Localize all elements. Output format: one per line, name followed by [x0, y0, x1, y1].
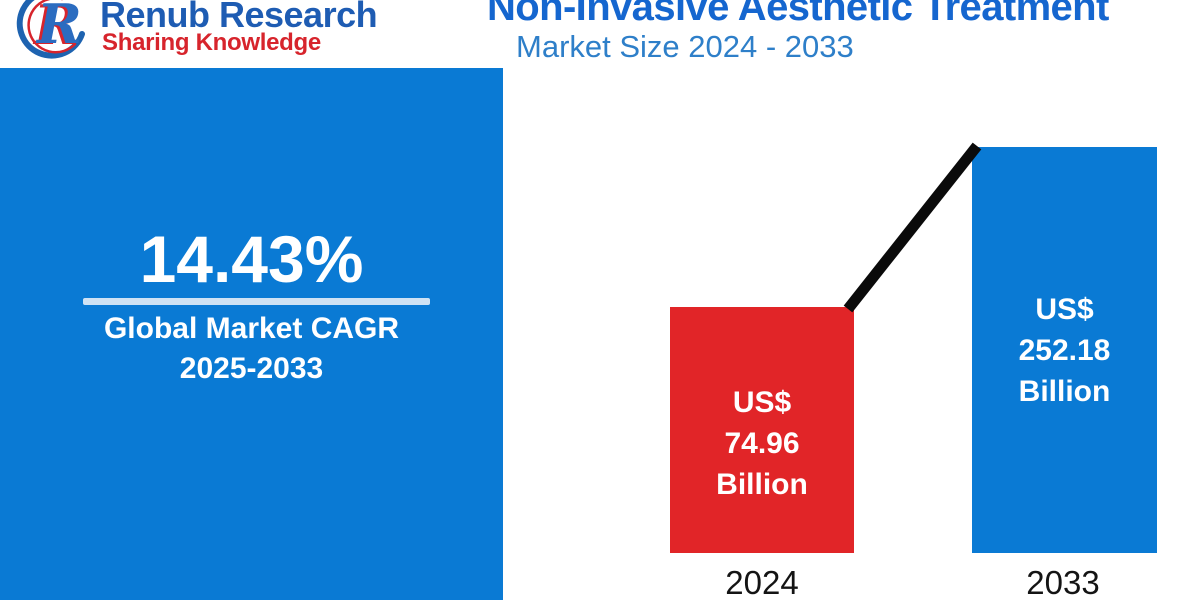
- bar-2033-currency: US$: [1035, 292, 1094, 326]
- bar-2033-unit: Billion: [1018, 374, 1111, 408]
- x-label-2024: 2024: [725, 564, 799, 600]
- bar-2024-unit: Billion: [716, 467, 808, 501]
- renub-logo-icon: R R: [16, 0, 85, 59]
- cagr-label: Global Market CAGR: [103, 312, 400, 345]
- bar-2024-currency: US$: [732, 385, 792, 419]
- cagr-panel: 14.43% Global Market CAGR 2025-2033: [0, 68, 503, 600]
- cagr-divider: [83, 298, 430, 305]
- bar-2024: US$ 74.96 Billion: [670, 307, 854, 553]
- x-label-2033: 2033: [1026, 564, 1100, 600]
- cagr-value: 14.43%: [139, 222, 364, 296]
- bar-2024-value: 74.96: [724, 426, 800, 460]
- bar-2033-value: 252.18: [1018, 333, 1111, 367]
- brand-tagline: Sharing Knowledge: [102, 29, 321, 56]
- page-subtitle: Market Size 2024 - 2033: [516, 29, 854, 64]
- cagr-period: 2025-2033: [179, 352, 324, 385]
- brand-name: Renub Research: [100, 0, 378, 35]
- svg-text:R: R: [35, 0, 82, 56]
- bar-2033: US$ 252.18 Billion: [972, 147, 1157, 553]
- svg-text:R: R: [32, 0, 79, 57]
- page-title: Non-Invasive Aesthetic Treatment: [487, 0, 1109, 29]
